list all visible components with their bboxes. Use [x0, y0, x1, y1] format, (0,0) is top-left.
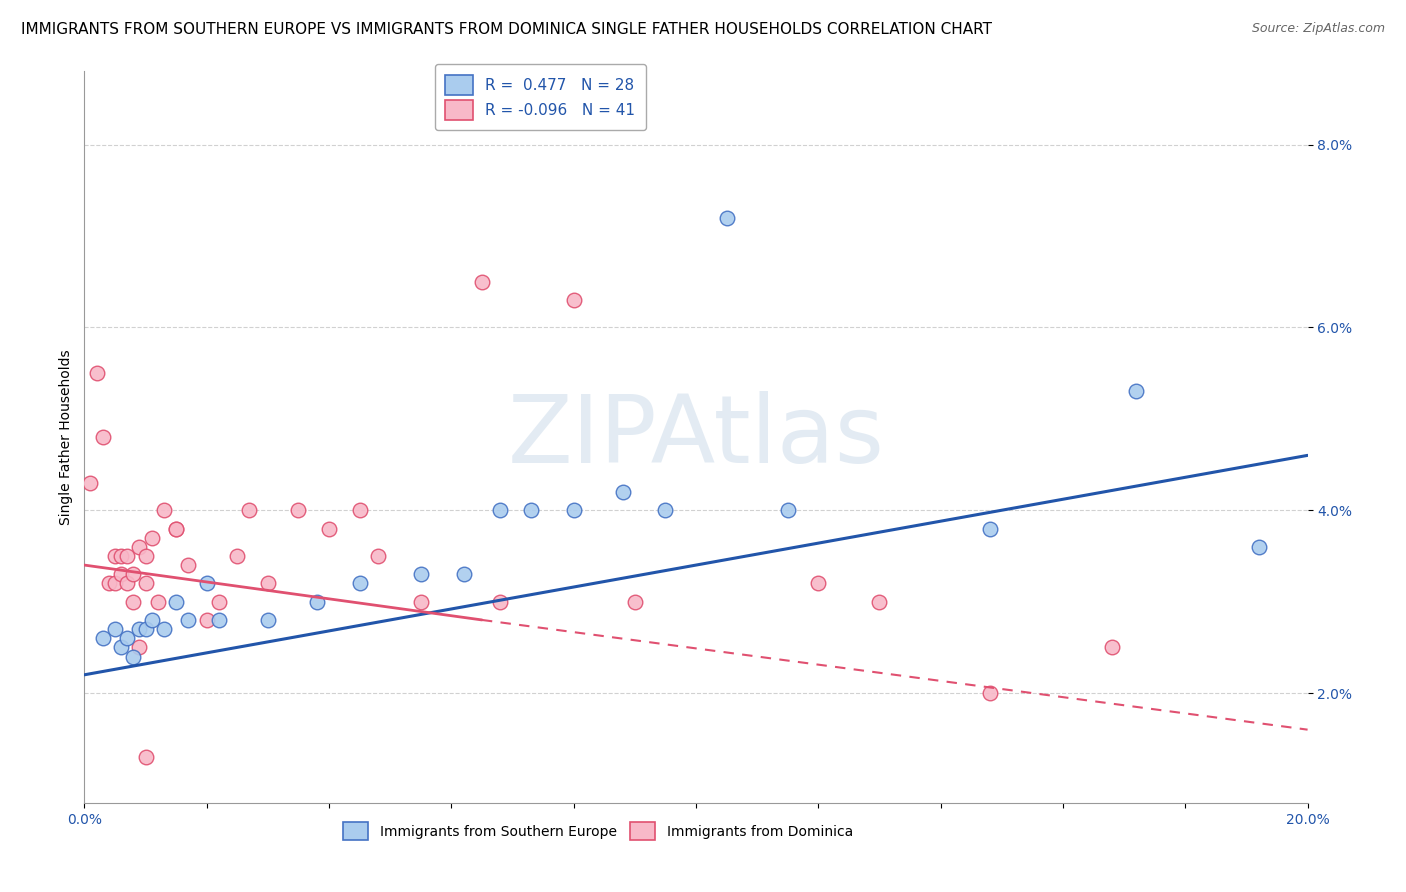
- Point: [104, 622, 127, 636]
- Point: [79, 475, 101, 490]
- Point: [153, 622, 176, 636]
- Point: [409, 594, 432, 608]
- Text: ZIPAtlas: ZIPAtlas: [508, 391, 884, 483]
- Point: [104, 576, 127, 591]
- Point: [612, 485, 634, 500]
- Point: [869, 594, 891, 608]
- Point: [97, 576, 120, 591]
- Point: [453, 567, 475, 582]
- Point: [238, 503, 260, 517]
- Point: [776, 503, 799, 517]
- Point: [520, 503, 543, 517]
- Point: [1247, 540, 1270, 554]
- Point: [104, 549, 127, 563]
- Point: [165, 594, 187, 608]
- Y-axis label: Single Father Households: Single Father Households: [59, 350, 73, 524]
- Point: [110, 640, 132, 655]
- Point: [349, 576, 371, 591]
- Point: [318, 521, 340, 535]
- Point: [135, 622, 157, 636]
- Point: [257, 576, 280, 591]
- Point: [128, 622, 150, 636]
- Point: [110, 549, 132, 563]
- Point: [1101, 640, 1123, 655]
- Point: [257, 613, 280, 627]
- Point: [115, 632, 138, 646]
- Point: [562, 503, 585, 517]
- Text: Source: ZipAtlas.com: Source: ZipAtlas.com: [1251, 22, 1385, 36]
- Point: [122, 594, 145, 608]
- Point: [489, 503, 512, 517]
- Point: [153, 503, 176, 517]
- Point: [141, 613, 163, 627]
- Point: [409, 567, 432, 582]
- Point: [86, 366, 108, 380]
- Point: [91, 632, 114, 646]
- Point: [654, 503, 676, 517]
- Point: [195, 613, 218, 627]
- Point: [135, 750, 157, 764]
- Point: [489, 594, 512, 608]
- Point: [177, 558, 200, 573]
- Point: [128, 640, 150, 655]
- Point: [122, 567, 145, 582]
- Point: [979, 521, 1001, 535]
- Point: [165, 521, 187, 535]
- Point: [287, 503, 309, 517]
- Point: [128, 540, 150, 554]
- Point: [562, 293, 585, 307]
- Point: [716, 211, 738, 225]
- Point: [165, 521, 187, 535]
- Point: [349, 503, 371, 517]
- Point: [141, 531, 163, 545]
- Point: [979, 686, 1001, 700]
- Point: [305, 594, 328, 608]
- Point: [1125, 384, 1147, 399]
- Legend: Immigrants from Southern Europe, Immigrants from Dominica: Immigrants from Southern Europe, Immigra…: [336, 815, 859, 847]
- Point: [367, 549, 389, 563]
- Point: [110, 567, 132, 582]
- Text: IMMIGRANTS FROM SOUTHERN EUROPE VS IMMIGRANTS FROM DOMINICA SINGLE FATHER HOUSEH: IMMIGRANTS FROM SOUTHERN EUROPE VS IMMIG…: [21, 22, 993, 37]
- Point: [91, 430, 114, 444]
- Point: [135, 549, 157, 563]
- Point: [226, 549, 249, 563]
- Point: [208, 613, 231, 627]
- Point: [115, 549, 138, 563]
- Point: [471, 275, 494, 289]
- Point: [177, 613, 200, 627]
- Point: [115, 576, 138, 591]
- Point: [146, 594, 169, 608]
- Point: [135, 576, 157, 591]
- Point: [807, 576, 830, 591]
- Point: [195, 576, 218, 591]
- Point: [624, 594, 647, 608]
- Point: [122, 649, 145, 664]
- Point: [208, 594, 231, 608]
